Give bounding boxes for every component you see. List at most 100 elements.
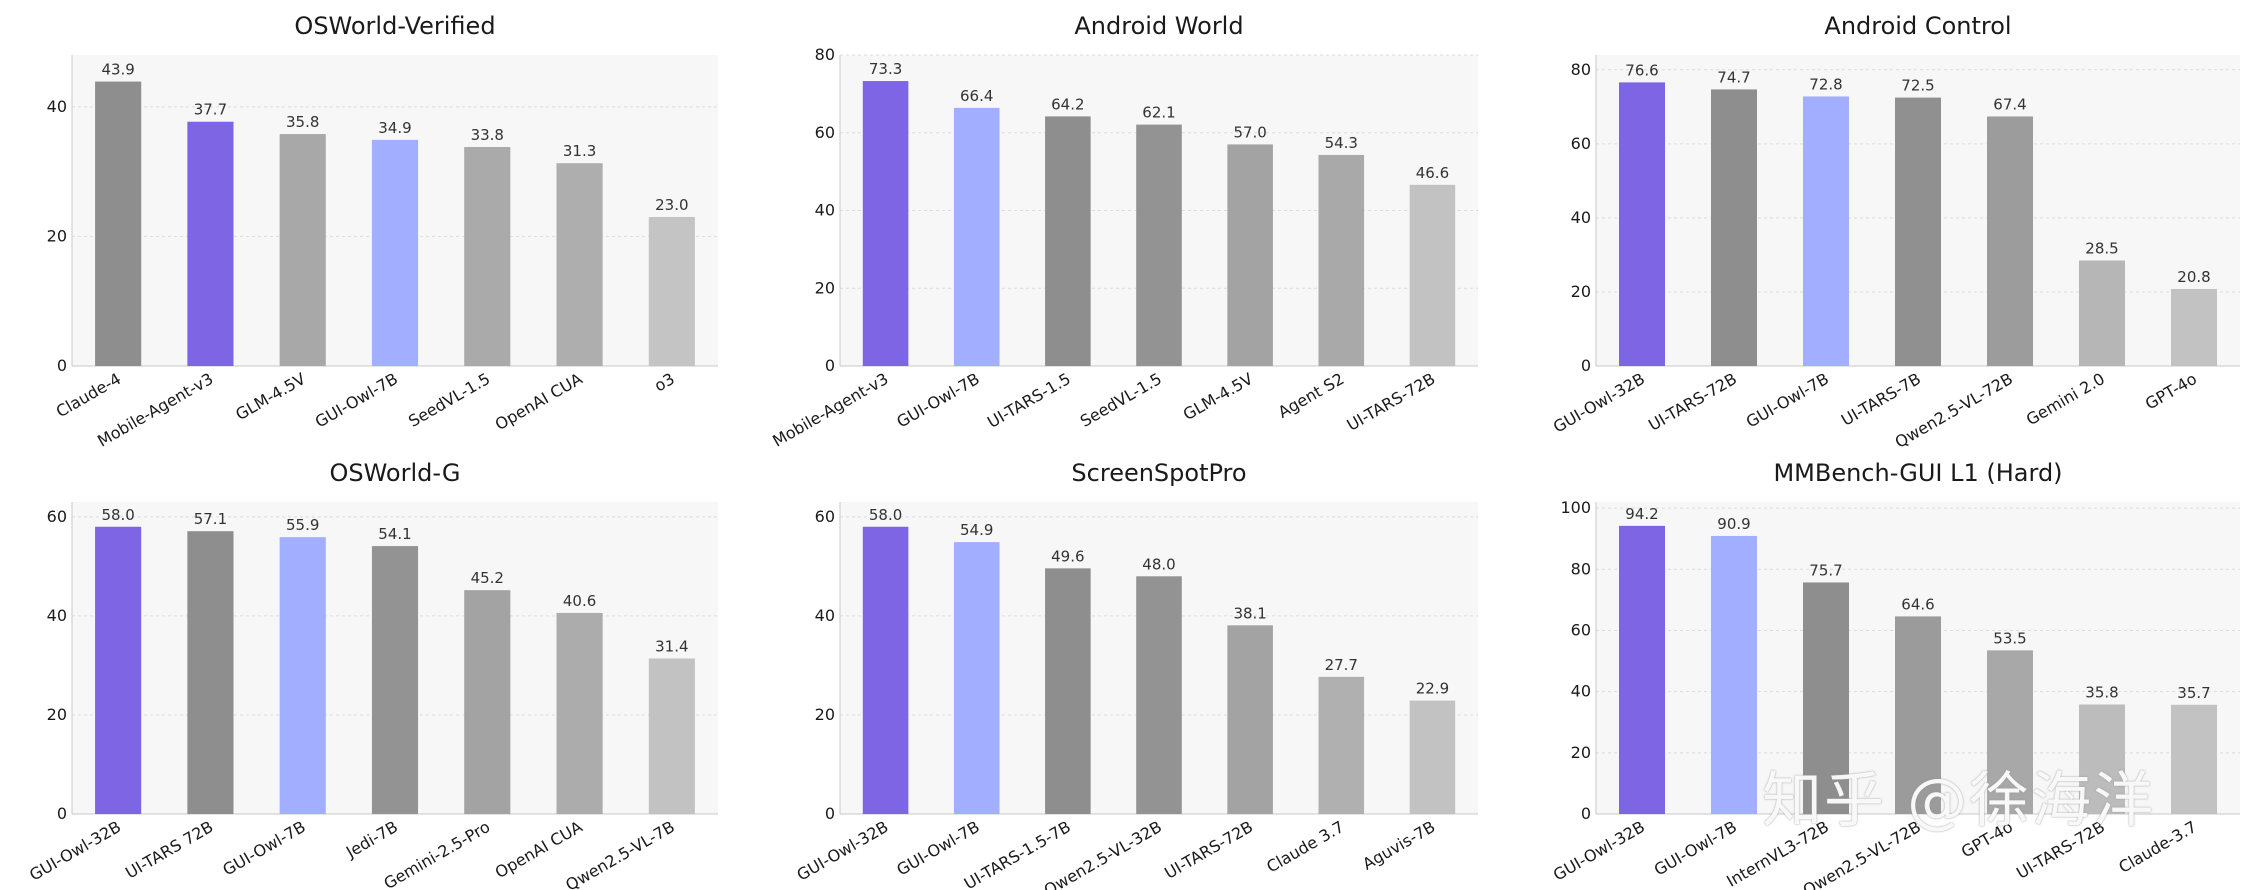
- category-label: GPT-4o: [1958, 817, 2016, 862]
- bar: [371, 546, 419, 814]
- bar: [1711, 89, 1757, 367]
- category-label: Claude-4: [53, 369, 124, 421]
- value-label: 23.0: [655, 196, 688, 214]
- category-label: Agent S2: [1275, 369, 1348, 422]
- y-tick-label: 0: [1581, 804, 1591, 823]
- y-tick-label: 60: [815, 507, 835, 526]
- chart-title: ScreenSpotPro: [1071, 459, 1246, 487]
- y-tick-label: 20: [1571, 282, 1591, 301]
- y-tick-label: 40: [1571, 208, 1591, 227]
- value-label: 27.7: [1325, 656, 1358, 674]
- bar: [1318, 154, 1365, 366]
- value-label: 53.5: [1993, 629, 2026, 647]
- value-label: 90.9: [1717, 515, 1750, 533]
- category-label: GUI-Owl-7B: [1651, 817, 1740, 880]
- value-label: 22.9: [1416, 680, 1449, 698]
- category-label: Claude-3.7: [2115, 817, 2200, 877]
- value-label: 45.2: [471, 569, 504, 587]
- value-label: 58.0: [101, 506, 134, 524]
- bar: [1045, 116, 1091, 366]
- chart-title: MMBench-GUI L1 (Hard): [1773, 459, 2062, 487]
- category-label: UI-TARS-72B: [1344, 369, 1439, 435]
- y-tick-label: 60: [1571, 134, 1591, 153]
- category-label: GUI-Owl-7B: [893, 369, 982, 432]
- bar: [1987, 650, 2033, 814]
- value-label: 37.7: [194, 101, 227, 119]
- value-label: 54.3: [1325, 134, 1358, 152]
- bar: [1987, 116, 2033, 366]
- y-tick-label: 80: [815, 45, 835, 64]
- value-label: 31.3: [563, 142, 596, 160]
- value-label: 55.9: [286, 516, 319, 534]
- category-label: UI-TARS 72B: [122, 817, 216, 882]
- category-label: GUI-Owl-32B: [1550, 369, 1648, 437]
- y-tick-label: 20: [815, 705, 835, 724]
- value-label: 57.0: [1233, 123, 1266, 141]
- chart-panel: 02040OSWorld-Verified43.9Claude-437.7Mob…: [47, 12, 718, 451]
- y-tick-label: 80: [1571, 559, 1591, 578]
- y-tick-label: 60: [815, 123, 835, 142]
- value-label: 62.1: [1142, 104, 1175, 122]
- value-label: 38.1: [1233, 604, 1266, 622]
- value-label: 31.4: [655, 637, 688, 655]
- value-label: 64.2: [1051, 95, 1084, 113]
- value-label: 35.8: [286, 113, 319, 131]
- category-label: Mobile-Agent-v3: [769, 369, 891, 451]
- category-label: GUI-Owl-32B: [793, 817, 891, 885]
- bar: [1409, 700, 1456, 814]
- y-tick-label: 0: [1581, 356, 1591, 375]
- value-label: 34.9: [378, 119, 411, 137]
- bar: [1803, 96, 1849, 366]
- y-tick-label: 0: [57, 804, 67, 823]
- category-label: GUI-Owl-7B: [893, 817, 982, 880]
- bar: [1711, 535, 1757, 814]
- bar: [1136, 124, 1182, 367]
- bar: [1227, 144, 1273, 366]
- value-label: 73.3: [869, 60, 902, 78]
- category-label: GLM-4.5V: [232, 369, 308, 424]
- category-label: o3: [651, 369, 678, 395]
- bar: [279, 134, 326, 366]
- bar: [648, 658, 695, 814]
- chart-panel: 0 20 40 60 80 100 MMBench-GUI L1 (Hard) 94.2 GUI…: [1550, 459, 2240, 890]
- value-label: 35.8: [2085, 683, 2118, 701]
- y-tick-label: 20: [47, 705, 67, 724]
- value-label: 49.6: [1051, 547, 1084, 565]
- bar: [648, 216, 695, 366]
- category-label: OpenAI CUA: [492, 369, 586, 434]
- bar: [862, 81, 909, 366]
- bar: [556, 612, 603, 814]
- bar: [1895, 97, 1941, 366]
- bar: [187, 531, 234, 814]
- category-label: GLM-4.5V: [1180, 369, 1256, 424]
- value-label: 75.7: [1809, 561, 1842, 579]
- y-tick-label: 40: [815, 606, 835, 625]
- y-tick-label: 20: [815, 278, 835, 297]
- category-label: UI-TARS-72B: [1161, 817, 1256, 883]
- bar: [1409, 184, 1456, 366]
- value-label: 20.8: [2177, 268, 2210, 286]
- bar: [279, 537, 326, 814]
- y-tick-label: 0: [825, 356, 835, 375]
- bar: [95, 81, 142, 367]
- bar: [2079, 704, 2125, 814]
- category-label: SeedVL-1.5: [1077, 369, 1165, 431]
- bar: [371, 139, 419, 366]
- y-tick-label: 20: [47, 226, 67, 245]
- bar: [1136, 576, 1182, 814]
- value-label: 54.1: [378, 525, 411, 543]
- y-tick-label: 40: [815, 201, 835, 220]
- y-tick-label: 0: [825, 804, 835, 823]
- category-label: UI-TARS-72B: [1645, 369, 1740, 435]
- y-tick-label: 40: [47, 97, 67, 116]
- value-label: 64.6: [1901, 595, 1934, 613]
- bar: [2171, 704, 2217, 814]
- value-label: 94.2: [1625, 505, 1658, 523]
- y-tick-label: 80: [1571, 60, 1591, 79]
- y-tick-label: 100: [1560, 498, 1591, 517]
- bar: [464, 590, 511, 814]
- category-label: GUI-Owl-7B: [219, 817, 308, 880]
- bar: [2079, 260, 2125, 366]
- value-label: 67.4: [1993, 95, 2026, 113]
